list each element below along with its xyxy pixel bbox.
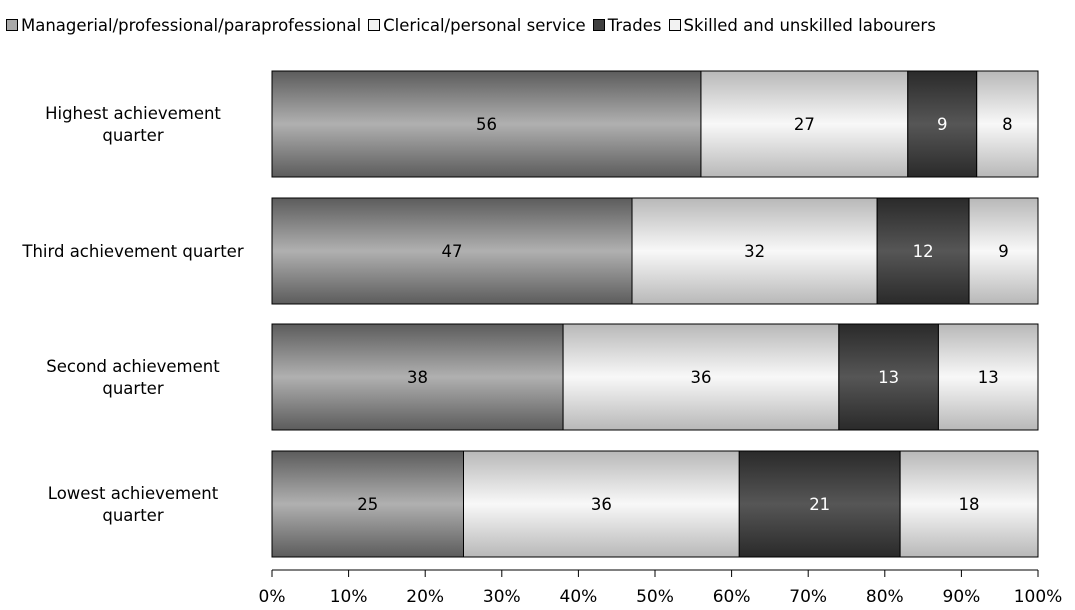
bar-segment bbox=[899, 450, 1039, 558]
bar-segment bbox=[968, 197, 1039, 305]
bar-value-label: 47 bbox=[442, 242, 463, 261]
bar-value-label: 36 bbox=[591, 495, 612, 514]
bar-value-label: 36 bbox=[690, 368, 711, 387]
bar-value-label: 12 bbox=[913, 242, 934, 261]
x-tick-label: 80% bbox=[866, 587, 904, 607]
bar-value-label: 9 bbox=[937, 115, 948, 134]
legend-label-labourers: Skilled and unskilled labourers bbox=[683, 15, 936, 35]
legend-swatch-trades bbox=[592, 19, 605, 31]
bar-value-label: 21 bbox=[809, 495, 830, 514]
bar-segment bbox=[631, 197, 878, 305]
x-tick-label: 30% bbox=[483, 587, 521, 607]
bar-segment bbox=[738, 450, 901, 558]
bar-layer: 56 27 9 8 47 32 12 9 38 36 13 13 25 36 21 18 bbox=[271, 70, 1039, 558]
legend-label-managerial: Managerial/professional/paraprofessional bbox=[21, 15, 362, 35]
bar-segment bbox=[907, 70, 978, 178]
bar-segment bbox=[838, 323, 939, 431]
bar-segment bbox=[271, 197, 633, 305]
bar-segment bbox=[876, 197, 970, 305]
bar-value-label: 18 bbox=[959, 495, 980, 514]
legend-label-trades: Trades bbox=[607, 15, 662, 35]
legend-item-managerial: Managerial/professional/paraprofessional bbox=[6, 16, 361, 35]
bar-value-label: 32 bbox=[744, 242, 765, 261]
legend-label-clerical: Clerical/personal service bbox=[383, 15, 586, 35]
bar-value-label: 25 bbox=[357, 495, 378, 514]
x-tick-label: 10% bbox=[330, 587, 368, 607]
legend-item-labourers: Skilled and unskilled labourers bbox=[668, 15, 936, 35]
category-label: Second achievement quarter bbox=[46, 357, 220, 398]
x-tick-label: 20% bbox=[406, 587, 444, 607]
bar-segment bbox=[937, 323, 1039, 431]
legend-swatch-managerial bbox=[6, 19, 18, 31]
x-tick-label: 60% bbox=[713, 587, 751, 607]
legend-swatch-clerical bbox=[368, 19, 381, 31]
bar-value-label: 8 bbox=[1002, 115, 1013, 134]
bar-value-label: 13 bbox=[878, 368, 899, 387]
category-label: Highest achievement quarter bbox=[45, 104, 221, 145]
legend-item-trades: Trades bbox=[592, 15, 662, 35]
legend-item-clerical: Clerical/personal service bbox=[368, 16, 586, 35]
bar-segment bbox=[700, 70, 909, 178]
x-tick-label: 40% bbox=[560, 587, 598, 607]
bar-value-label: 13 bbox=[978, 368, 999, 387]
bar-segment bbox=[271, 450, 464, 558]
bar-value-label: 38 bbox=[407, 368, 428, 387]
bar-segment bbox=[463, 450, 740, 558]
category-labels: Highest achievement quarter Third achievem… bbox=[21, 104, 243, 525]
x-tick-label: 0% bbox=[259, 587, 286, 607]
bar-value-label: 9 bbox=[998, 242, 1009, 261]
category-label: Lowest achievement quarter bbox=[48, 484, 219, 525]
bar-segment bbox=[562, 323, 840, 431]
bar-value-label: 27 bbox=[794, 115, 815, 134]
bar-segment bbox=[976, 70, 1039, 178]
chart-legend: Managerial/professional/paraprofessional… bbox=[6, 10, 943, 40]
category-label: Third achievement quarter bbox=[21, 242, 243, 261]
legend-swatch-labourers bbox=[668, 19, 681, 31]
x-tick-label: 70% bbox=[789, 587, 827, 607]
x-tick-label: 50% bbox=[636, 587, 674, 607]
bar-segment bbox=[271, 323, 564, 431]
x-tick-label: 90% bbox=[943, 587, 981, 607]
x-axis: 0% 10% 20% 30% 40% 50% 60% 70% 80% 90% 100% bbox=[259, 569, 1063, 607]
bar-segment bbox=[271, 70, 702, 178]
bar-value-label: 56 bbox=[476, 115, 497, 134]
x-tick-label: 100% bbox=[1014, 587, 1063, 607]
